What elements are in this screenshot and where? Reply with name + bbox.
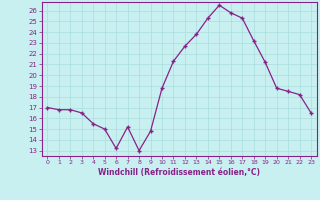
X-axis label: Windchill (Refroidissement éolien,°C): Windchill (Refroidissement éolien,°C)	[98, 168, 260, 177]
